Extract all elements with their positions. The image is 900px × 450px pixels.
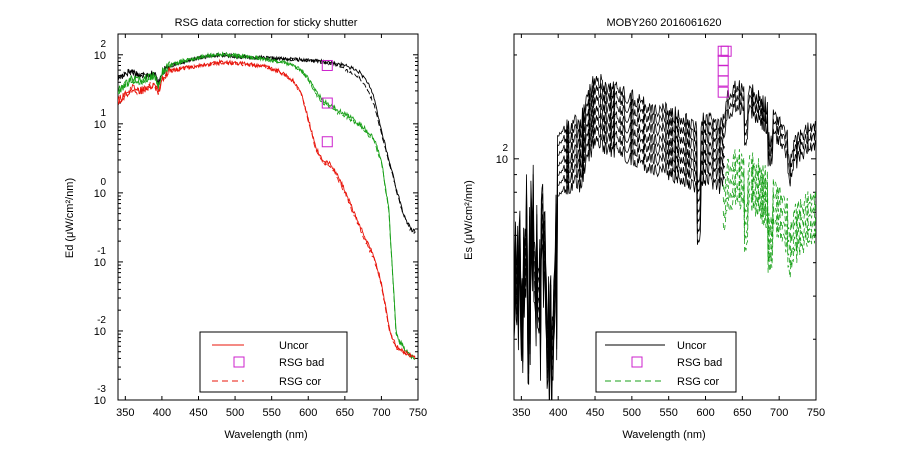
x-tick-label: 450 — [586, 407, 604, 419]
es-scan-line — [514, 134, 726, 400]
y-tick-exponent: -3 — [97, 384, 106, 395]
es-corrected-line — [722, 149, 816, 240]
legend-uncor-label: Uncor — [279, 340, 309, 352]
legend-rsg-cor-label: RSG cor — [279, 376, 322, 388]
x-tick-label: 600 — [696, 407, 714, 419]
x-tick-label: 700 — [770, 407, 788, 419]
y-tick-label: 10 — [496, 154, 508, 166]
y-tick-exponent: 0 — [100, 177, 106, 188]
chart-right-legend: Uncor RSG bad RSG cor — [595, 331, 737, 393]
chart-left-plot-area: 350 400 450 500 550 600 650 700 75010-310-210-11… — [94, 33, 427, 419]
legend-r-rsg-bad-label: RSG bad — [677, 357, 722, 369]
x-tick-label: 500 — [226, 407, 244, 419]
x-tick-label: 650 — [336, 407, 354, 419]
x-tick-label: 750 — [807, 407, 825, 419]
y-tick-exponent: -1 — [97, 246, 106, 257]
chart-right-legend-box — [595, 331, 737, 393]
y-tick-label: 10 — [94, 188, 106, 200]
rsg-bad-marker — [321, 97, 333, 109]
chart-right-xlabel: Wavelength (nm) — [622, 429, 705, 441]
y-tick-label: 10 — [94, 395, 106, 407]
chart-left-ylabel: Ed (μW/cm²/nm) — [64, 178, 76, 258]
y-tick-exponent: 2 — [100, 39, 106, 50]
y-tick-label: 10 — [94, 119, 106, 131]
legend-r-rsg-bad-swatch — [631, 356, 643, 368]
x-tick-label: 550 — [660, 407, 678, 419]
y-tick-label: 10 — [94, 50, 106, 62]
x-tick-label: 500 — [623, 407, 641, 419]
x-tick-label: 750 — [409, 407, 427, 419]
chart-left-xlabel: Wavelength (nm) — [224, 429, 307, 441]
chart-right-ylabel: Es (μW/cm²/nm) — [463, 180, 475, 260]
rsg-bad-marker — [321, 59, 333, 71]
rsg-bad-marker — [717, 75, 729, 87]
chart-left-ed: RSG data correction for sticky shutter 3… — [64, 17, 427, 441]
y-tick-label: 10 — [94, 257, 106, 269]
x-tick-label: 350 — [512, 407, 530, 419]
series-line — [118, 60, 416, 360]
x-tick-label: 350 — [116, 407, 134, 419]
y-tick-exponent: 1 — [100, 108, 106, 119]
x-tick-label: 400 — [549, 407, 567, 419]
rsg-bad-marker — [717, 86, 729, 98]
legend-r-uncor-label: Uncor — [677, 340, 707, 352]
x-tick-label: 400 — [153, 407, 171, 419]
legend-rsg-bad-label: RSG bad — [279, 357, 324, 369]
chart-left-series — [118, 51, 416, 360]
y-tick-label: 10 — [94, 326, 106, 338]
chart-right-title: MOBY260 2016061620 — [607, 17, 722, 29]
es-corrected-line — [722, 175, 816, 266]
es-corrected-line — [722, 187, 816, 278]
y-tick-exponent: 2 — [502, 143, 508, 154]
chart-right-es: MOBY260 2016061620 350 400 450 500 550 600 650… — [463, 17, 825, 441]
x-tick-label: 600 — [299, 407, 317, 419]
legend-rsg-bad-swatch — [233, 356, 245, 368]
x-tick-label: 550 — [262, 407, 280, 419]
rsg-bad-marker — [321, 136, 333, 148]
chart-left-legend-box — [199, 331, 348, 393]
es-scan-line — [514, 93, 816, 380]
es-scan-line — [514, 83, 816, 370]
rsg-bad-marker — [720, 45, 732, 57]
legend-r-rsg-cor-label: RSG cor — [677, 376, 720, 388]
x-tick-label: 650 — [733, 407, 751, 419]
chart-left-title: RSG data correction for sticky shutter — [175, 17, 358, 29]
x-tick-label: 450 — [189, 407, 207, 419]
chart-right-series — [514, 74, 816, 400]
es-corrected-line — [722, 161, 816, 252]
chart-left-legend: Uncor RSG bad RSG cor — [199, 331, 348, 393]
y-tick-exponent: -2 — [97, 315, 106, 326]
series-line — [118, 51, 416, 360]
x-tick-label: 700 — [372, 407, 390, 419]
